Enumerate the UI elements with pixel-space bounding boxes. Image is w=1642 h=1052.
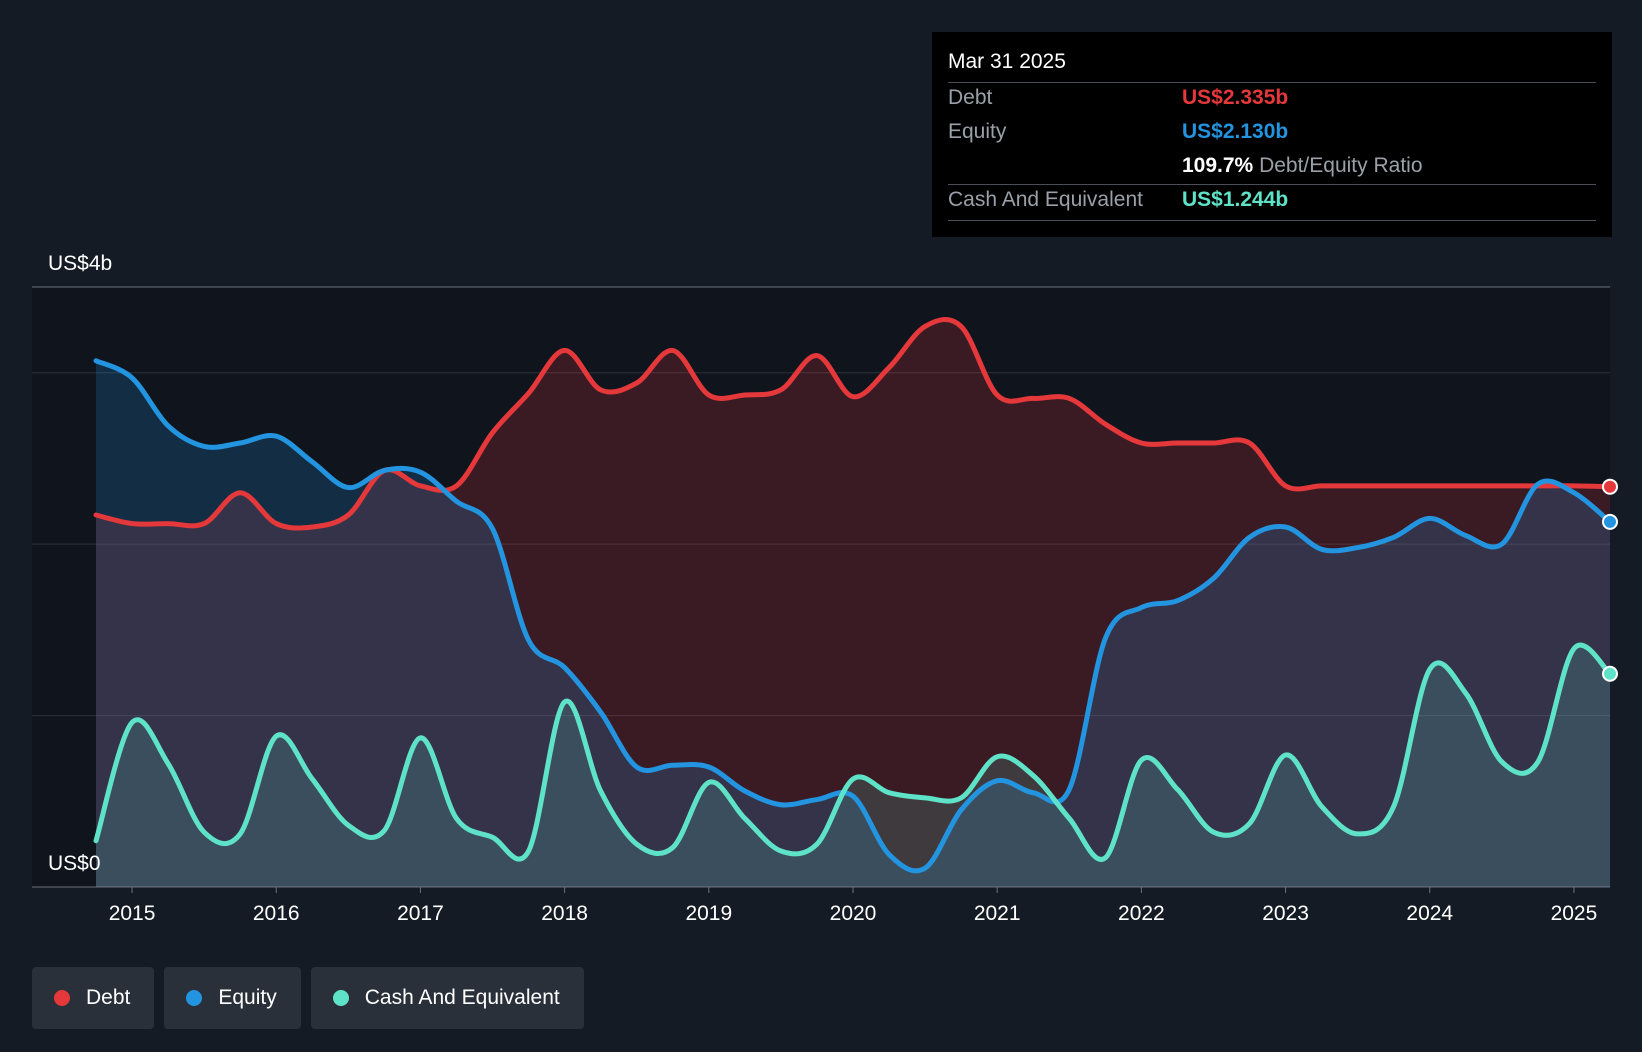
- x-tick-label: 2022: [1118, 902, 1165, 925]
- data-tooltip: Mar 31 2025 Debt US$2.335b Equity US$2.1…: [932, 32, 1612, 237]
- tooltip-debt-label: Debt: [948, 86, 993, 109]
- tooltip-ratio-value: 109.7%: [1182, 154, 1254, 177]
- tooltip-ratio-label: Debt/Equity Ratio: [1259, 154, 1423, 177]
- tooltip-divider: [948, 184, 1596, 185]
- series-lines: [93, 317, 1613, 874]
- cash-line: [93, 642, 1613, 863]
- x-tick-label: 2021: [974, 902, 1021, 925]
- cash-dot-icon: [332, 990, 349, 1006]
- x-tick-label: 2017: [397, 902, 444, 925]
- debt-line: [93, 317, 1613, 531]
- equity-line: [93, 358, 1613, 874]
- equity-dot-icon: [186, 990, 203, 1006]
- grid-lines: [32, 286, 1610, 888]
- cash-end-marker: [1602, 665, 1618, 682]
- y-axis-bottom-label: US$0: [48, 852, 101, 875]
- tooltip-cash-value: US$1.244b: [1182, 188, 1289, 211]
- debt-end-marker: [1602, 478, 1618, 495]
- debt-dot-icon: [54, 990, 70, 1006]
- legend-debt-label: Debt: [86, 986, 131, 1009]
- equity-area: [96, 360, 1610, 888]
- x-tick-label: 2015: [109, 902, 156, 925]
- x-tick-label: 2025: [1551, 902, 1598, 925]
- legend-item-debt[interactable]: Debt: [32, 967, 155, 1029]
- series-areas: [96, 319, 1610, 888]
- tooltip-debt-value: US$2.335b: [1182, 86, 1289, 109]
- x-tick-label: 2019: [685, 902, 732, 925]
- x-tick-label: 2020: [830, 902, 877, 925]
- legend-cash-label: Cash And Equivalent: [364, 986, 560, 1009]
- x-axis-ticks: 2015 2016 2017 2018 2019 2020 2021 2022 2023 2024…: [109, 887, 1598, 925]
- tooltip-divider: [948, 220, 1596, 221]
- tooltip-equity-label: Equity: [948, 120, 1007, 143]
- plot-background: [32, 287, 1610, 887]
- x-tick-label: 2018: [541, 902, 588, 925]
- x-tick-label: 2023: [1262, 902, 1309, 925]
- chart-legend: Debt Equity Cash And Equivalent: [32, 967, 584, 1029]
- end-markers: [1602, 478, 1618, 682]
- legend-item-equity[interactable]: Equity: [164, 967, 301, 1029]
- legend-item-cash[interactable]: Cash And Equivalent: [310, 967, 584, 1029]
- tooltip-ratio: 109.7% Debt/Equity Ratio: [1182, 154, 1423, 178]
- legend-equity-label: Equity: [218, 986, 277, 1009]
- tooltip-equity-value: US$2.130b: [1182, 120, 1289, 143]
- equity-end-marker: [1602, 513, 1618, 530]
- cash-area: [96, 645, 1610, 887]
- tooltip-date: Mar 31 2025: [948, 50, 1066, 73]
- x-tick-label: 2016: [253, 902, 300, 925]
- x-tick-label: 2024: [1406, 902, 1453, 925]
- tooltip-cash-label: Cash And Equivalent: [948, 188, 1143, 211]
- debt-area: [96, 319, 1610, 888]
- y-axis-top-label: US$4b: [48, 252, 112, 275]
- tooltip-divider: [948, 82, 1596, 83]
